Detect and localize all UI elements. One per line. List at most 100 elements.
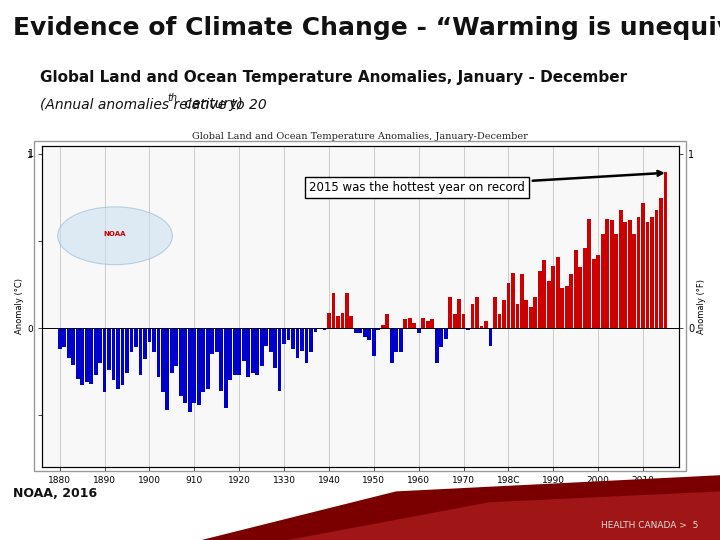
- Bar: [542, 260, 546, 328]
- Bar: [58, 328, 62, 349]
- Bar: [138, 328, 143, 375]
- Bar: [574, 250, 577, 328]
- Bar: [417, 328, 420, 333]
- Bar: [596, 255, 600, 328]
- Bar: [431, 320, 434, 328]
- Bar: [556, 257, 559, 328]
- Bar: [202, 328, 205, 393]
- Bar: [63, 328, 66, 347]
- Bar: [399, 328, 402, 353]
- Bar: [291, 328, 295, 349]
- Bar: [654, 210, 658, 328]
- Bar: [395, 328, 398, 353]
- Bar: [421, 318, 425, 328]
- Bar: [188, 328, 192, 411]
- Bar: [67, 328, 71, 357]
- Bar: [103, 328, 107, 393]
- Bar: [439, 328, 443, 347]
- Bar: [107, 328, 111, 370]
- Bar: [646, 222, 649, 328]
- Bar: [636, 217, 641, 328]
- Bar: [345, 293, 348, 328]
- Bar: [94, 328, 97, 375]
- Bar: [538, 271, 541, 328]
- Bar: [462, 314, 465, 328]
- Bar: [278, 328, 282, 390]
- Bar: [71, 328, 75, 364]
- Bar: [403, 320, 407, 328]
- Bar: [331, 293, 336, 328]
- Bar: [529, 307, 533, 328]
- Bar: [650, 217, 654, 328]
- Bar: [480, 326, 483, 328]
- Bar: [592, 259, 595, 328]
- Bar: [578, 267, 582, 328]
- Bar: [520, 274, 524, 328]
- Bar: [251, 328, 255, 373]
- Bar: [85, 328, 89, 382]
- Bar: [588, 219, 591, 328]
- Bar: [116, 328, 120, 389]
- Bar: [282, 328, 286, 344]
- Bar: [614, 234, 618, 328]
- Bar: [215, 328, 219, 353]
- Bar: [475, 297, 479, 328]
- Bar: [632, 234, 636, 328]
- Bar: [507, 283, 510, 328]
- Bar: [76, 328, 80, 379]
- Text: 2015 was the hottest year on record: 2015 was the hottest year on record: [310, 171, 662, 194]
- Bar: [524, 300, 528, 328]
- Bar: [170, 328, 174, 373]
- Bar: [89, 328, 93, 384]
- Bar: [143, 328, 147, 360]
- Bar: [228, 328, 232, 380]
- Bar: [305, 328, 308, 363]
- Bar: [197, 328, 201, 404]
- Bar: [534, 297, 537, 328]
- Bar: [296, 328, 300, 357]
- Bar: [516, 304, 519, 328]
- Bar: [130, 328, 133, 353]
- Bar: [179, 328, 183, 396]
- Bar: [323, 328, 326, 330]
- Bar: [610, 220, 613, 328]
- Bar: [273, 328, 277, 368]
- Bar: [552, 266, 555, 328]
- Bar: [664, 172, 667, 328]
- Bar: [659, 198, 663, 328]
- Bar: [565, 287, 569, 328]
- Bar: [264, 328, 268, 346]
- Bar: [489, 328, 492, 346]
- Text: HEALTH CANADA >  5: HEALTH CANADA > 5: [601, 521, 698, 530]
- Bar: [148, 328, 151, 342]
- Bar: [184, 328, 187, 403]
- Bar: [367, 328, 372, 340]
- Bar: [98, 328, 102, 363]
- Bar: [381, 325, 384, 328]
- Bar: [238, 328, 241, 375]
- Text: century): century): [180, 97, 243, 111]
- Circle shape: [58, 207, 172, 265]
- Bar: [314, 328, 318, 332]
- Bar: [641, 203, 645, 328]
- Text: Global Land and Ocean Temperature Anomalies, January - December: Global Land and Ocean Temperature Anomal…: [40, 70, 626, 85]
- Y-axis label: Anomaly (°C): Anomaly (°C): [15, 279, 24, 334]
- Bar: [408, 318, 412, 328]
- Bar: [390, 328, 394, 363]
- Bar: [453, 314, 456, 328]
- Bar: [444, 328, 448, 339]
- Bar: [242, 328, 246, 361]
- Bar: [134, 328, 138, 347]
- Text: NOAA, 2016: NOAA, 2016: [13, 487, 97, 500]
- Bar: [233, 328, 237, 375]
- Bar: [336, 316, 340, 328]
- Bar: [628, 220, 631, 328]
- Text: (Annual anomalies relative to 20: (Annual anomalies relative to 20: [40, 97, 266, 111]
- Bar: [600, 234, 605, 328]
- Bar: [547, 281, 551, 328]
- Bar: [269, 328, 273, 353]
- Bar: [152, 328, 156, 353]
- Bar: [161, 328, 165, 393]
- Text: Evidence of Climate Change - “Warming is unequivocal”: Evidence of Climate Change - “Warming is…: [13, 16, 720, 40]
- Bar: [359, 328, 362, 333]
